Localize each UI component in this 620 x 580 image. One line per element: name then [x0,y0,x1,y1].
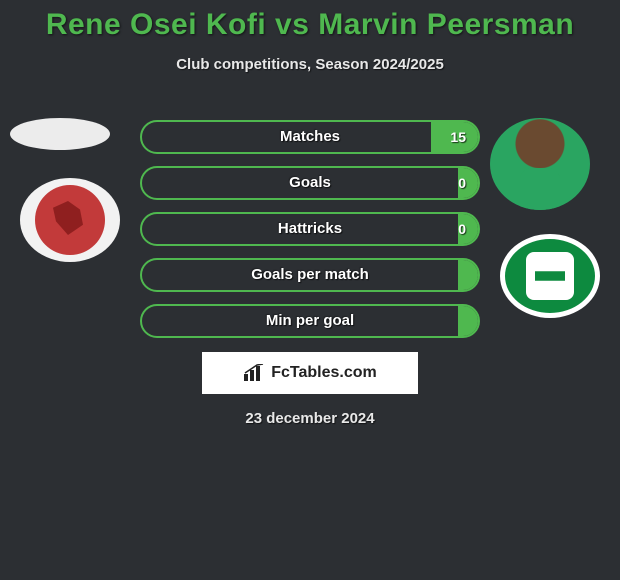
page-title: Rene Osei Kofi vs Marvin Peersman [0,0,620,42]
stats-container: Matches 15 Goals 0 Hattricks 0 Goals per… [140,120,480,350]
stat-row: Hattricks 0 [140,212,480,246]
stat-label: Goals per match [142,260,478,290]
stat-row: Min per goal [140,304,480,338]
club-left-badge-inner [35,185,105,255]
bar-chart-icon [243,364,265,382]
club-right-badge [500,234,600,318]
branding-badge: FcTables.com [202,352,418,394]
player-right-avatar [490,118,590,210]
date-label: 23 december 2024 [0,410,620,427]
club-left-badge [20,178,120,262]
stat-row: Goals per match [140,258,480,292]
stat-row: Matches 15 [140,120,480,154]
player-left-avatar [10,118,110,150]
stat-value-right: 15 [450,122,466,152]
stat-label: Hattricks [142,214,478,244]
stat-label: Matches [142,122,478,152]
branding-text: FcTables.com [271,364,377,382]
page-subtitle: Club competitions, Season 2024/2025 [0,56,620,73]
stat-label: Goals [142,168,478,198]
stat-value-right: 0 [458,214,466,244]
stat-label: Min per goal [142,306,478,336]
club-right-badge-inner [526,252,574,300]
stat-row: Goals 0 [140,166,480,200]
stat-value-right: 0 [458,168,466,198]
